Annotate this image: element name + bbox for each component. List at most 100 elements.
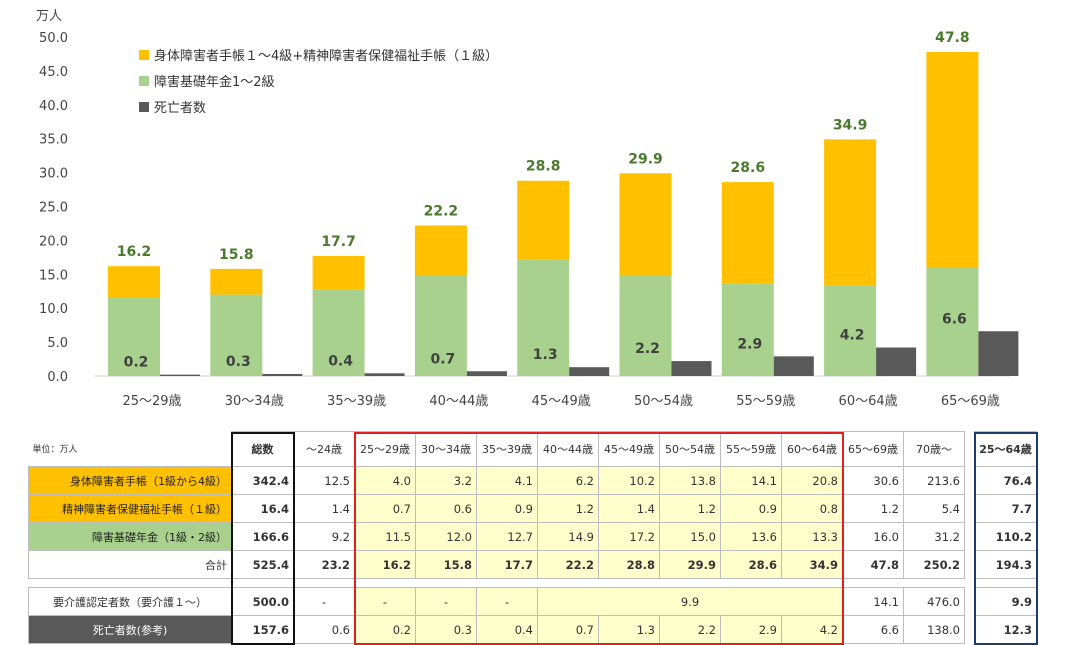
value-cell: 2.9 xyxy=(720,615,782,644)
value-cell: 6.2 xyxy=(537,466,599,495)
x-tick-label: 55～59歳 xyxy=(736,394,795,409)
spacer-cell xyxy=(843,579,904,588)
y-tick-label: 35.0 xyxy=(39,133,68,148)
value-cell: 3.2 xyxy=(415,466,477,495)
legend-label: 死亡者数 xyxy=(154,101,206,116)
death-data-label: 0.7 xyxy=(430,351,455,367)
death-data-label: 2.9 xyxy=(737,336,762,352)
value-cell: 13.6 xyxy=(720,522,782,551)
value-cell: 476.0 xyxy=(903,587,965,616)
value-cell: 1.2 xyxy=(659,494,721,523)
spacer-cell xyxy=(355,579,416,588)
value-cell: 1.4 xyxy=(293,494,355,523)
y-tick-label: 40.0 xyxy=(39,99,68,114)
column-header: 30～34歳 xyxy=(415,431,477,467)
value-cell: 1.2 xyxy=(537,494,599,523)
death-data-label: 4.2 xyxy=(840,328,865,344)
value-cell: 15.0 xyxy=(659,522,721,551)
total-data-label: 34.9 xyxy=(833,117,868,133)
column-header: 40～44歳 xyxy=(537,431,599,467)
value-cell: 17.2 xyxy=(598,522,660,551)
value-cell: - xyxy=(476,587,538,616)
bar-certificate-7 xyxy=(824,139,877,286)
value-cell: 12.7 xyxy=(476,522,538,551)
column-header: 65～69歳 xyxy=(842,431,904,467)
value-cell: 1.2 xyxy=(842,494,904,523)
x-tick-label: 60～64歳 xyxy=(839,394,898,409)
value-cell: 29.9 xyxy=(659,550,721,579)
y-axis-unit-label: 万人 xyxy=(36,9,62,24)
bar-pension-2 xyxy=(312,289,365,376)
value-cell: 0.9 xyxy=(720,494,782,523)
row-label: 要介護認定者数（要介護１～） xyxy=(28,587,232,616)
bar-pension-8 xyxy=(926,267,979,376)
column-header: 55～59歳 xyxy=(720,431,782,467)
value-cell: 16.0 xyxy=(842,522,904,551)
y-tick-label: 5.0 xyxy=(47,336,68,351)
table-row: 身体障害者手帳（1級から4級） 342.4 12.5 4.0 3.2 4.1 6.2 10.2… xyxy=(28,466,1037,495)
x-tick-label: 50～54歳 xyxy=(634,394,693,409)
y-tick-label: 10.0 xyxy=(39,302,68,317)
total-data-label: 47.8 xyxy=(935,30,970,46)
value-cell: 15.8 xyxy=(415,550,477,579)
value-cell: 12.0 xyxy=(415,522,477,551)
table-row: 精神障害者保健福祉手帳（１級） 16.4 1.4 0.7 0.6 0.9 1.2 1.4 1.2… xyxy=(28,494,1037,523)
row-label: 身体障害者手帳（1級から4級） xyxy=(28,466,232,495)
value-cell: 13.3 xyxy=(781,522,843,551)
unit-label: 単位：万人 xyxy=(32,445,78,456)
value-cell: 34.9 xyxy=(781,550,843,579)
value-cell: 28.8 xyxy=(598,550,660,579)
value-cell: 14.1 xyxy=(720,466,782,495)
total-data-label: 28.8 xyxy=(526,159,561,175)
column-header: 総数 xyxy=(231,431,294,467)
bar-deaths-3 xyxy=(466,371,507,376)
value-cell: 0.6 xyxy=(293,615,355,644)
total-data-label: 17.7 xyxy=(321,234,356,250)
spacer-cell xyxy=(416,579,477,588)
y-tick-label: 30.0 xyxy=(39,167,68,182)
spacer-cell xyxy=(660,579,721,588)
table-sum-row: 合計 525.4 23.2 16.2 15.8 17.7 22.2 28.8 29.9 28.6 3… xyxy=(28,550,1037,579)
column-header: 50～54歳 xyxy=(659,431,721,467)
spacer-cell xyxy=(975,579,1037,588)
bar-pension-4 xyxy=(517,259,570,376)
bar-deaths-2 xyxy=(364,373,405,376)
bar-pension-7 xyxy=(824,285,877,376)
value-cell: 4.0 xyxy=(354,466,416,495)
x-tick-label: 25～29歳 xyxy=(122,394,181,409)
value-cell: 0.3 xyxy=(415,615,477,644)
subtotal-cell: 76.4 xyxy=(974,466,1037,495)
bar-pension-0 xyxy=(108,298,160,376)
value-cell: 250.2 xyxy=(903,550,965,579)
value-cell: 213.6 xyxy=(903,466,965,495)
value-cell: 30.6 xyxy=(842,466,904,495)
legend: 身体障害者手帳１～4級+精神障害者保健福祉手帳（１級） 障害基礎年金1～2級死亡者… xyxy=(139,48,498,116)
x-tick-label: 35～39歳 xyxy=(327,394,386,409)
value-cell: 23.2 xyxy=(293,550,355,579)
value-cell: 28.6 xyxy=(720,550,782,579)
x-tick-label: 65～69歳 xyxy=(941,394,1000,409)
bar-deaths-4 xyxy=(569,367,610,376)
bar-pension-6 xyxy=(721,283,774,376)
column-header: 25～29歳 xyxy=(354,431,416,467)
spacer-cell xyxy=(965,495,975,523)
value-cell: 0.6 xyxy=(415,494,477,523)
value-cell: 6.6 xyxy=(842,615,904,644)
total-cell: 342.4 xyxy=(231,466,294,495)
bar-pension-3 xyxy=(414,274,467,376)
y-tick-label: 25.0 xyxy=(39,201,68,216)
table-gap-row xyxy=(29,579,1037,588)
bar-deaths-0 xyxy=(160,374,200,376)
value-cell: 1.4 xyxy=(598,494,660,523)
column-header: 60～64歳 xyxy=(781,431,843,467)
y-tick-label: 0.0 xyxy=(47,370,68,385)
value-cell: 138.0 xyxy=(903,615,965,644)
bar-certificate-2 xyxy=(312,255,365,290)
value-cell: 0.2 xyxy=(354,615,416,644)
spacer-cell xyxy=(965,467,975,495)
legend-swatch-0 xyxy=(139,50,149,60)
death-data-label: 0.3 xyxy=(226,354,251,370)
y-tick-label: 45.0 xyxy=(39,65,68,80)
legend-swatch-2 xyxy=(139,102,149,112)
spacer-cell xyxy=(965,523,975,551)
